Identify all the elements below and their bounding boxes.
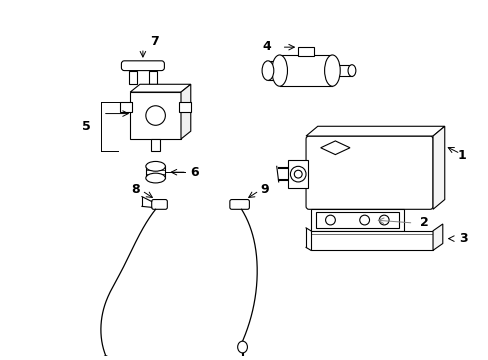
Bar bbox=[288, 161, 307, 188]
Ellipse shape bbox=[324, 55, 340, 86]
Ellipse shape bbox=[145, 106, 165, 125]
Ellipse shape bbox=[262, 61, 273, 80]
FancyBboxPatch shape bbox=[121, 61, 164, 71]
Bar bbox=[298, 47, 313, 56]
Ellipse shape bbox=[347, 65, 355, 76]
Bar bbox=[129, 71, 137, 84]
Ellipse shape bbox=[145, 161, 165, 171]
Text: 4: 4 bbox=[262, 40, 271, 53]
FancyBboxPatch shape bbox=[151, 199, 167, 209]
Ellipse shape bbox=[290, 166, 305, 182]
Bar bbox=[315, 212, 398, 228]
Text: 3: 3 bbox=[458, 232, 467, 245]
Text: 1: 1 bbox=[457, 149, 466, 162]
Bar bbox=[120, 102, 132, 112]
Text: 6: 6 bbox=[190, 166, 199, 179]
Bar bbox=[150, 139, 160, 151]
Ellipse shape bbox=[237, 341, 247, 353]
FancyBboxPatch shape bbox=[305, 136, 432, 209]
Bar bbox=[179, 102, 190, 112]
Bar bbox=[148, 71, 156, 84]
Polygon shape bbox=[130, 84, 190, 92]
Ellipse shape bbox=[294, 170, 302, 178]
Ellipse shape bbox=[101, 356, 110, 360]
Ellipse shape bbox=[145, 173, 165, 183]
Text: 5: 5 bbox=[81, 120, 90, 133]
Polygon shape bbox=[181, 84, 190, 139]
Bar bbox=[130, 92, 181, 139]
Text: 9: 9 bbox=[260, 183, 269, 196]
FancyBboxPatch shape bbox=[229, 199, 249, 209]
Ellipse shape bbox=[359, 215, 369, 225]
Bar bbox=[310, 231, 432, 250]
Polygon shape bbox=[432, 224, 442, 250]
Text: 7: 7 bbox=[150, 35, 159, 48]
Ellipse shape bbox=[271, 55, 287, 86]
Ellipse shape bbox=[379, 215, 388, 225]
Polygon shape bbox=[320, 141, 349, 154]
Bar bbox=[310, 209, 403, 231]
Ellipse shape bbox=[325, 215, 335, 225]
Polygon shape bbox=[432, 126, 444, 209]
Text: 8: 8 bbox=[130, 183, 139, 196]
Text: 2: 2 bbox=[420, 216, 428, 229]
Polygon shape bbox=[305, 126, 444, 136]
